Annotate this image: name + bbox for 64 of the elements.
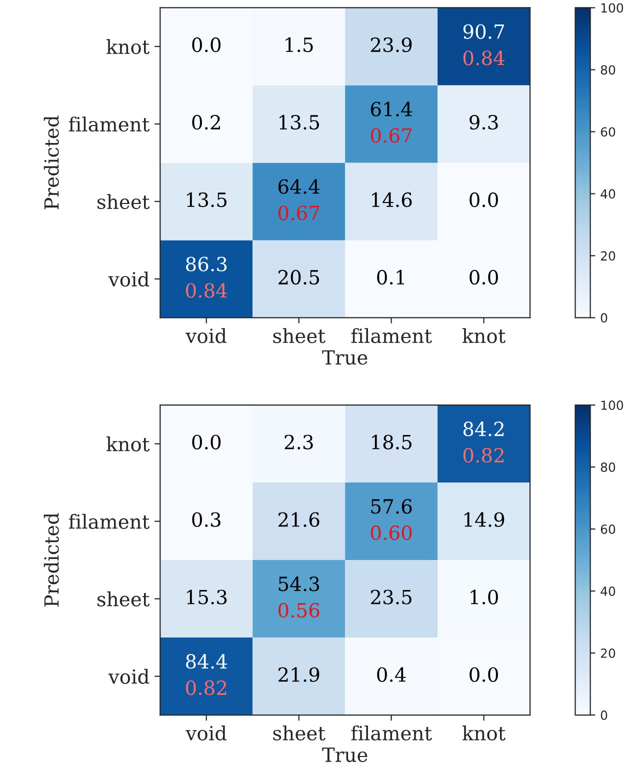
data-label: 14.6 [372, 192, 412, 208]
x-tick-label: void [186, 725, 226, 740]
data-label: 0.4 [377, 667, 406, 682]
data-label: 57.6 0.60 [370, 499, 412, 540]
data-label: 90.7 0.84 [463, 24, 504, 66]
color-bar-label: 40 [600, 189, 616, 199]
data-label: 20.5 [278, 270, 319, 285]
data-label: 0.1 [377, 270, 404, 285]
x-tick-label: void [186, 328, 226, 344]
data-label: 21.6 [278, 512, 320, 527]
color-bar-label: 60 [600, 127, 616, 137]
color-bar-label: 0 [600, 313, 608, 323]
y-tick-label: void [108, 668, 150, 684]
data-label: 84.4 0.82 [186, 654, 228, 696]
y-axis-title: Predicted [44, 116, 59, 210]
data-label: 9.3 [470, 114, 498, 130]
y-axis-title: Predicted [44, 513, 59, 607]
color-bar-label: 80 [600, 462, 616, 472]
data-label: 64.4 0.67 [278, 179, 320, 220]
x-tick-label: knot [462, 725, 506, 740]
data-label: 18.5 [372, 434, 412, 450]
x-tick-label: filament [351, 328, 432, 344]
x-tick-label: knot [462, 328, 506, 344]
color-bar-label: 20 [600, 648, 616, 658]
x-axis-title: True [322, 748, 368, 762]
data-label: 84.2 0.82 [463, 422, 504, 463]
data-label: 86.3 0.84 [186, 256, 228, 298]
data-label: 0.0 [470, 667, 498, 682]
data-label: 0.0 [192, 37, 221, 52]
data-label: 13.5 [280, 114, 319, 130]
data-label: 61.4 0.67 [370, 102, 412, 143]
data-label: 0.2 [192, 114, 220, 130]
x-tick-label: sheet [273, 725, 326, 740]
color-bar-label: 20 [600, 251, 616, 261]
data-label: 1.5 [286, 37, 313, 52]
x-tick-label: sheet [273, 328, 326, 344]
data-label: 54.3 0.56 [278, 576, 320, 618]
color-bar-label: 80 [600, 65, 616, 75]
data-label: 0.0 [470, 192, 498, 208]
data-label: 0.0 [192, 434, 221, 450]
y-tick-label: filament [68, 514, 150, 529]
color-bar-label: 60 [600, 524, 616, 534]
data-label: 2.3 [284, 434, 313, 450]
color-bar-label: 40 [600, 586, 616, 596]
y-tick-label: void [108, 272, 150, 287]
x-tick-label: filament [351, 725, 432, 740]
data-label: 21.9 [278, 667, 320, 682]
data-label: 1.0 [470, 590, 498, 604]
y-tick-label: sheet [97, 591, 150, 606]
data-label: 0.0 [470, 270, 498, 285]
color-bar-label: 100 [601, 3, 624, 13]
data-label: 15.3 [187, 590, 227, 604]
data-label: 14.9 [464, 512, 504, 527]
y-tick-label: knot [106, 39, 150, 54]
color-bar-label: 100 [601, 400, 624, 410]
x-axis-title: True [322, 350, 368, 365]
data-label: 0.3 [192, 512, 220, 527]
data-label: 23.9 [370, 37, 412, 52]
y-tick-label: knot [106, 436, 150, 452]
color-bar-label: 0 [600, 710, 608, 720]
data-label: 13.5 [187, 192, 227, 208]
y-tick-label: sheet [97, 194, 150, 210]
data-label: 23.5 [370, 590, 412, 604]
y-tick-label: filament [68, 116, 150, 132]
